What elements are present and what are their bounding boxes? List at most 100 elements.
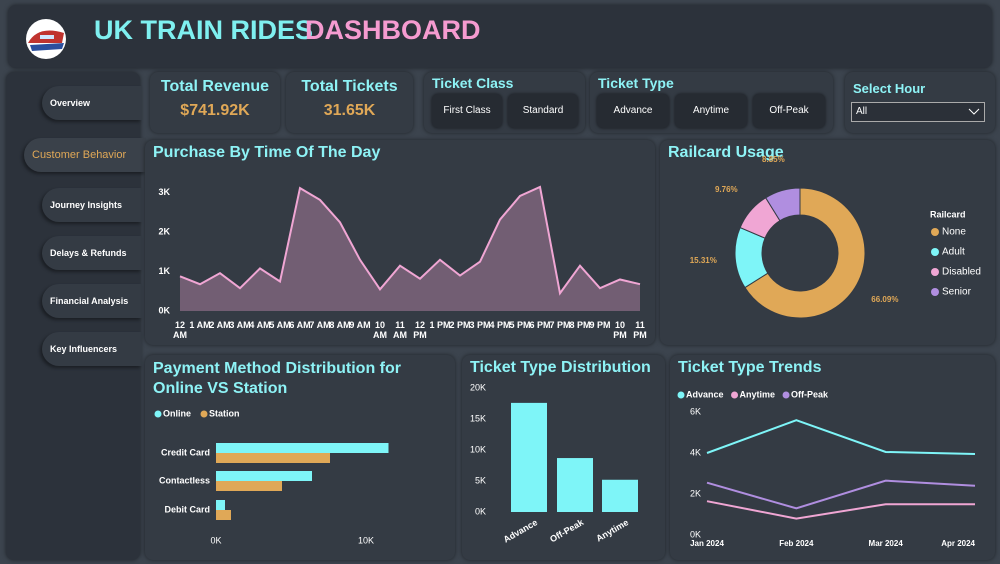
legend-label: Station — [209, 408, 240, 418]
x-tick-label: 6 AM — [289, 320, 311, 330]
line — [706, 500, 975, 520]
x-tick-label: 9 PM — [589, 320, 611, 330]
legend-marker — [931, 228, 939, 236]
y-tick-label: 0K — [158, 305, 170, 315]
nav-button[interactable]: Delays & Refunds — [42, 236, 142, 270]
y-tick-label: 6K — [690, 406, 701, 416]
slicer: Ticket Class First Class Standard — [424, 72, 585, 133]
y-tick-label: 0K — [475, 506, 486, 516]
kpi-value: 31.65K — [323, 102, 376, 119]
y-tick-label: 3K — [158, 187, 170, 197]
x-tick-label: Feb 2024 — [779, 539, 814, 548]
x-tick-label: 10 AM — [373, 320, 387, 340]
x-tick-label: Anytime — [594, 517, 630, 543]
y-tick-label: 4K — [690, 447, 701, 457]
bar — [216, 443, 389, 453]
y-tick-label: 15K — [470, 413, 486, 423]
dropdown-value: All — [856, 106, 868, 117]
legend-label: Senior — [942, 287, 972, 298]
line — [179, 185, 641, 296]
bar — [511, 402, 547, 512]
chart: 0K 1K 2K 3K — [158, 185, 641, 315]
x-tick-label: 0K — [210, 535, 221, 545]
x-tick-label: 10K — [358, 535, 374, 545]
x-tick-label: 1 PM — [429, 320, 451, 330]
y-tick-label: 5K — [475, 475, 486, 485]
logo — [26, 19, 66, 59]
legend-marker — [931, 288, 939, 296]
x-tick-label: 5 AM — [269, 320, 291, 330]
bar — [216, 500, 225, 510]
kpi-label: Total Revenue — [160, 78, 270, 95]
chart: 0K 5K 10K 15K 20K Advance Off-Peak Anytime — [470, 382, 638, 545]
nav-button[interactable]: Financial Analysis — [42, 284, 142, 318]
x-tick-label: 12 PM — [413, 320, 427, 340]
y-tick-label: 2K — [690, 488, 701, 498]
kpi-value: $741.92K — [180, 102, 250, 119]
legend-label: None — [942, 227, 966, 238]
x-tick-label: 2 AM — [209, 320, 231, 330]
x-tick-label: 11 PM — [633, 320, 647, 340]
nav-button[interactable]: Overview — [42, 86, 142, 120]
slicer: Ticket Type Advance Anytime Off-Peak — [590, 72, 833, 133]
chart-title: Ticket Type Trends — [678, 359, 822, 376]
legend-label: Online — [163, 408, 191, 418]
legend-marker — [677, 391, 685, 399]
x-tick-label: 3 PM — [469, 320, 491, 330]
kpi-card: Total Tickets 31.65K — [286, 72, 413, 133]
y-tick-label: 10K — [470, 444, 486, 454]
slicer-title: Ticket Class — [432, 75, 514, 91]
line — [706, 479, 976, 510]
slicer-option[interactable]: Anytime — [675, 94, 747, 128]
bar — [557, 458, 593, 512]
legend-label: Adult — [942, 247, 965, 258]
dropdown[interactable]: All — [851, 102, 985, 122]
x-tick-label: 9 AM — [349, 320, 371, 330]
title-accent: DASHBOARD — [305, 15, 481, 45]
x-tick-label: Advance — [502, 517, 540, 544]
legend-marker — [782, 391, 790, 399]
kpi-label: Total Tickets — [301, 78, 398, 95]
bar — [216, 471, 312, 481]
slicer-option[interactable]: Advance — [597, 94, 669, 128]
data-label: 66.09% — [871, 295, 898, 304]
area — [180, 186, 640, 311]
slicer-option[interactable]: Standard — [508, 94, 578, 128]
legend-label: Disabled — [942, 267, 981, 278]
x-tick-label: 7 PM — [549, 320, 571, 330]
slicer-title: Select Hour — [853, 81, 926, 96]
x-tick-label: 2 PM — [449, 320, 471, 330]
title: UK TRAIN RIDES — [94, 15, 314, 45]
chart-title: Railcard Usage — [668, 144, 784, 161]
x-tick-label: 7 AM — [309, 320, 331, 330]
slicer-title: Ticket Type — [598, 75, 674, 91]
chart-title: Payment Method Distribution for Online V… — [153, 360, 401, 397]
x-tick-label: 6 PM — [529, 320, 551, 330]
bar — [216, 481, 282, 491]
legend-marker — [931, 248, 939, 256]
chart-panel: Purchase By Time Of The Day 0K 1K 2K 3K 12 … — [145, 140, 655, 345]
bar — [602, 479, 638, 512]
chart-panel: Ticket Type Trends 0K 2K 4K 6K Advance Anytim… — [670, 355, 995, 560]
nav-button[interactable]: Key Influencers — [42, 332, 142, 366]
x-tick-label: 5 PM — [509, 320, 531, 330]
nav-button[interactable]: Customer Behavior — [24, 138, 146, 172]
chart: 0K 2K 4K 6K Advance Anytime Off-Peak Jan 2024 Fe… — [677, 389, 976, 548]
chart-panel: Ticket Type Distribution 0K 5K 10K 15K 20K Ad… — [462, 355, 665, 560]
legend-label: Off-Peak — [791, 389, 829, 399]
slicer-option[interactable]: Off-Peak — [753, 94, 825, 128]
line — [706, 419, 976, 456]
x-tick-label: 8 AM — [329, 320, 351, 330]
y-tick-label: 1K — [158, 266, 170, 276]
x-tick-label: 12 AM — [173, 320, 187, 340]
kpi-card: Total Revenue $741.92K — [150, 72, 280, 133]
donut-slice — [744, 187, 866, 319]
nav-button[interactable]: Journey Insights — [42, 188, 142, 222]
x-tick-label: 4 PM — [489, 320, 511, 330]
data-label: 15.31% — [690, 256, 717, 265]
x-tick-label: 1 AM — [189, 320, 211, 330]
donut-slice — [765, 187, 801, 222]
chart-title: Purchase By Time Of The Day — [153, 144, 381, 161]
legend-label: Advance — [686, 389, 724, 399]
slicer-option[interactable]: First Class — [432, 94, 502, 128]
